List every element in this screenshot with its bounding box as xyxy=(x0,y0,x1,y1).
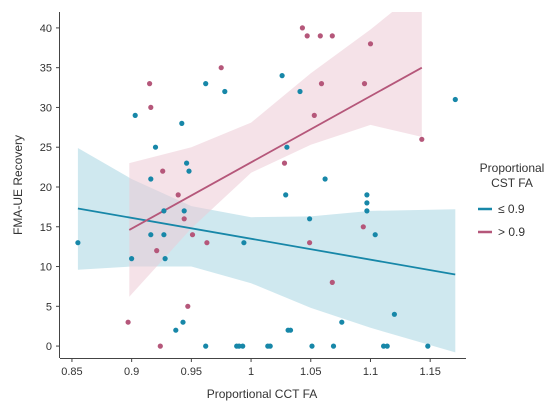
data-point-series-1 xyxy=(287,327,294,333)
data-point-series-1 xyxy=(381,343,387,349)
data-point-series-2 xyxy=(154,248,160,254)
x-tick-label: 1 xyxy=(248,366,254,378)
axes xyxy=(59,12,466,359)
data-point-series-2 xyxy=(148,104,154,110)
data-point-series-1 xyxy=(152,144,159,150)
y-tick-label: 35 xyxy=(40,63,52,75)
data-point-series-1 xyxy=(391,311,397,317)
data-point-series-1 xyxy=(364,208,370,214)
data-point-series-2 xyxy=(317,33,323,39)
data-point-series-2 xyxy=(181,216,187,222)
data-point-series-1 xyxy=(148,176,154,182)
y-tick-label: 40 xyxy=(40,23,52,35)
data-point-series-1 xyxy=(284,144,290,150)
y-axis-title: FMA-UE Recovery xyxy=(11,135,25,235)
data-point-series-1 xyxy=(186,168,192,174)
x-tick-label: 1.1 xyxy=(363,366,378,378)
y-tick-label: 20 xyxy=(40,182,52,194)
data-point-series-2 xyxy=(304,33,310,39)
data-point-series-2 xyxy=(160,168,166,174)
data-point-series-1 xyxy=(132,112,138,118)
data-point-series-2 xyxy=(311,112,317,118)
data-point-series-1 xyxy=(148,232,154,238)
data-point-series-1 xyxy=(339,319,345,325)
data-point-series-1 xyxy=(297,88,303,95)
data-point-series-2 xyxy=(299,25,305,31)
data-point-series-1 xyxy=(222,88,228,95)
x-axis-ticks: 0.85 0.9 0.95 1 1.05 1.1 1.15 xyxy=(61,358,441,378)
x-tick-label: 0.95 xyxy=(181,366,202,378)
data-point-series-1 xyxy=(161,232,167,238)
data-point-series-2 xyxy=(218,65,224,71)
data-point-series-1 xyxy=(203,343,209,349)
y-tick-label: 10 xyxy=(40,262,52,274)
data-point-series-2 xyxy=(361,81,368,87)
y-tick-label: 5 xyxy=(46,301,52,313)
data-point-series-1 xyxy=(180,319,186,325)
data-point-series-1 xyxy=(384,343,390,349)
data-point-series-2 xyxy=(360,224,366,230)
data-point-series-2 xyxy=(125,319,131,325)
data-point-series-1 xyxy=(129,256,135,262)
data-point-series-2 xyxy=(307,240,313,246)
data-point-series-1 xyxy=(240,343,246,349)
x-axis-title: Proportional CCT FA xyxy=(207,387,318,401)
y-tick-label: 30 xyxy=(40,102,52,114)
data-point-series-1 xyxy=(173,327,179,333)
data-point-series-2 xyxy=(204,240,210,246)
data-point-series-1 xyxy=(364,200,370,206)
y-tick-label: 15 xyxy=(40,222,52,234)
data-point-series-1 xyxy=(452,96,458,103)
data-point-series-1 xyxy=(181,208,187,214)
data-point-series-2 xyxy=(419,136,425,142)
data-point-series-1 xyxy=(279,73,285,79)
data-point-series-1 xyxy=(162,256,168,262)
data-point-series-1 xyxy=(425,343,431,349)
y-tick-label: 25 xyxy=(40,142,52,154)
data-point-series-1 xyxy=(372,232,378,238)
data-points xyxy=(75,25,458,349)
y-tick-label: 0 xyxy=(46,341,52,353)
confidence-band-2 xyxy=(129,12,422,297)
data-point-series-2 xyxy=(281,160,288,166)
legend-label-2: > 0.9 xyxy=(498,225,525,239)
legend: Proportional CST FA ≤ 0.9 > 0.9 xyxy=(478,161,544,239)
data-point-series-2 xyxy=(147,81,153,87)
data-point-series-1 xyxy=(179,120,185,126)
data-point-series-2 xyxy=(367,41,374,47)
data-point-series-1 xyxy=(241,240,247,246)
x-tick-label: 0.9 xyxy=(124,366,139,378)
x-tick-label: 1.15 xyxy=(419,366,440,378)
x-tick-label: 1.05 xyxy=(300,366,321,378)
legend-title: Proportional CST FA xyxy=(480,161,545,190)
data-point-series-2 xyxy=(157,343,163,349)
data-point-series-1 xyxy=(267,343,273,349)
data-point-series-2 xyxy=(189,232,196,238)
data-point-series-2 xyxy=(185,303,191,309)
data-point-series-1 xyxy=(309,343,315,349)
x-tick-label: 0.85 xyxy=(61,366,82,378)
data-point-series-2 xyxy=(175,192,181,198)
data-point-series-1 xyxy=(307,216,313,222)
data-point-series-1 xyxy=(236,343,242,349)
confidence-bands xyxy=(77,12,456,353)
data-point-series-1 xyxy=(330,343,337,349)
data-point-series-1 xyxy=(203,81,209,87)
y-axis-ticks: 0 5 10 15 20 25 30 35 40 xyxy=(40,23,60,353)
legend-label-1: ≤ 0.9 xyxy=(498,202,525,216)
data-point-series-1 xyxy=(184,160,190,166)
data-point-series-2 xyxy=(329,279,335,285)
regression-line-2 xyxy=(128,66,423,231)
data-point-series-1 xyxy=(364,192,370,198)
regression-line-1 xyxy=(77,207,456,276)
data-point-series-1 xyxy=(161,208,167,214)
regression-lines xyxy=(77,66,456,276)
data-point-series-1 xyxy=(322,176,328,182)
data-point-series-2 xyxy=(318,81,325,87)
data-point-series-1 xyxy=(283,192,289,198)
data-point-series-1 xyxy=(75,240,81,246)
data-point-series-2 xyxy=(329,33,335,39)
